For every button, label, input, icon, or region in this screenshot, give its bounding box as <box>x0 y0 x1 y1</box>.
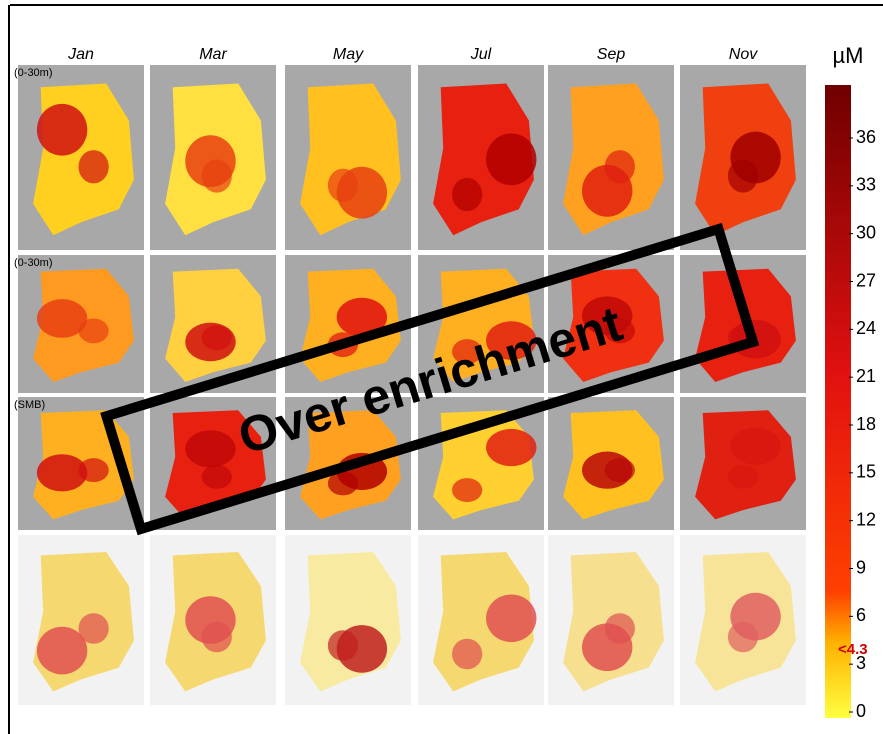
map-panel <box>285 65 411 250</box>
map-hotspot <box>78 318 108 343</box>
map-hotspot <box>328 169 358 202</box>
map-hotspot <box>78 150 108 183</box>
row-label: (SMB) <box>14 399 45 411</box>
colorbar-tick-label: 12 <box>856 509 876 529</box>
column-header: Jul <box>470 46 492 63</box>
map-hotspot <box>605 458 635 482</box>
map-hotspot <box>728 622 758 653</box>
map-panel <box>418 397 544 530</box>
map-panel <box>548 535 674 705</box>
column-header: May <box>333 46 364 63</box>
map-hotspot <box>452 478 482 502</box>
map-panel <box>548 397 674 530</box>
colorbar-tick-label: 33 <box>856 175 876 195</box>
map-hotspot <box>185 430 235 467</box>
map-hotspot <box>202 465 232 489</box>
map-hotspot <box>605 613 635 644</box>
map-panel <box>680 65 806 250</box>
map-hotspot <box>202 325 232 350</box>
map-panel <box>150 65 276 250</box>
row-label: (0-30m) <box>14 257 53 269</box>
map-hotspot <box>452 639 482 670</box>
map-hotspot <box>202 622 232 653</box>
map-hotspot <box>78 458 108 482</box>
column-header: Sep <box>597 46 626 63</box>
colorbar-tick-label: 15 <box>856 462 876 482</box>
map-panel <box>680 397 806 530</box>
map-hotspot <box>452 178 482 211</box>
map-panel <box>285 535 411 705</box>
figure-canvas: Jan Mar May Jul Sep Nov (0-30m) (0-30m) (SMB) µM… <box>0 0 883 734</box>
colorbar-tick-label: 36 <box>856 127 876 147</box>
threshold-label: <4.3 <box>838 641 868 658</box>
map-hotspot <box>328 630 358 661</box>
map-panel <box>150 535 276 705</box>
figure: Jan Mar May Jul Sep Nov (0-30m) (0-30m) (SMB) µM… <box>0 0 883 734</box>
column-header: Nov <box>729 46 758 63</box>
colorbar <box>825 85 851 718</box>
colorbar-tick-label: 24 <box>856 318 876 338</box>
map-panel <box>418 535 544 705</box>
map-panel <box>18 255 144 393</box>
map-panel <box>548 65 674 250</box>
colorbar-tick-label: 21 <box>856 366 876 386</box>
column-header: Jan <box>67 46 94 63</box>
map-hotspot <box>486 429 536 466</box>
map-panel <box>418 65 544 250</box>
row-label: (0-30m) <box>14 67 53 79</box>
map-panel <box>18 535 144 705</box>
map-hotspot <box>78 613 108 644</box>
map-hotspot <box>486 133 536 185</box>
colorbar-tick-label: 9 <box>856 557 866 577</box>
colorbar-tick-label: 18 <box>856 414 876 434</box>
colorbar-tick-label: 30 <box>856 222 876 242</box>
map-hotspot <box>728 159 758 192</box>
map-hotspot <box>728 465 758 489</box>
map-hotspot <box>202 159 232 192</box>
column-header: Mar <box>199 46 227 63</box>
map-hotspot <box>37 104 87 156</box>
colorbar-tick-label: 0 <box>856 701 866 721</box>
map-hotspot <box>605 150 635 183</box>
map-panel <box>680 535 806 705</box>
colorbar-unit: µM <box>832 43 863 68</box>
map-hotspot <box>730 428 780 465</box>
colorbar-tick-label: 27 <box>856 270 876 290</box>
colorbar-tick-label: 6 <box>856 605 866 625</box>
map-panel <box>18 65 144 250</box>
map-hotspot <box>486 595 536 643</box>
